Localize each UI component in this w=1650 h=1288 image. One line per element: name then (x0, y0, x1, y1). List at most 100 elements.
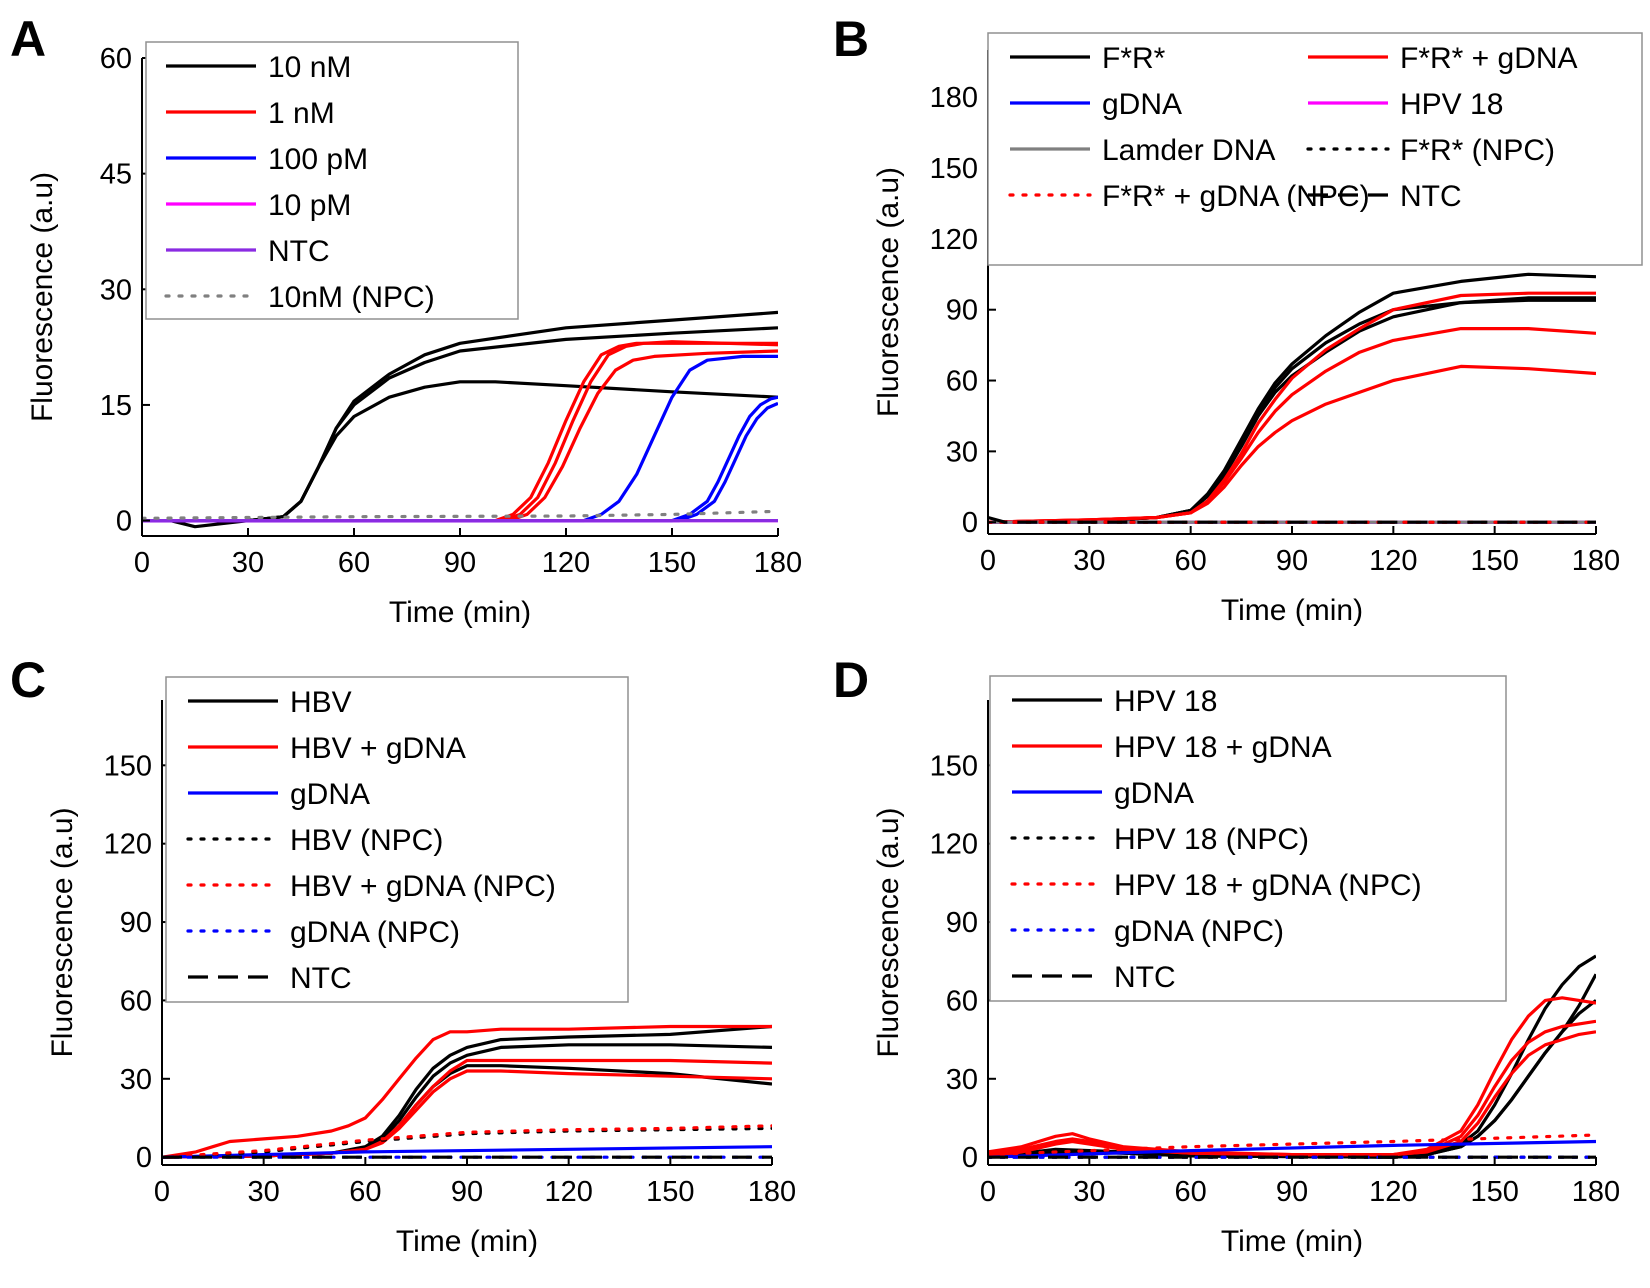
series-line-d-hpv-18-gdna-5 (988, 1030, 1596, 1159)
x-tick-label-c-90: 90 (451, 1176, 483, 1208)
legend-label-b-hpv-18: HPV 18 (1400, 88, 1503, 121)
legend-box-b (987, 32, 1643, 266)
panel-letter-a: A (10, 11, 46, 67)
legend-label-b-gdna: gDNA (1102, 88, 1182, 121)
x-tick-label-b-0: 0 (980, 545, 996, 577)
series-line-a-1-nm-3 (142, 341, 778, 523)
legend-label-c-gdna: gDNA (290, 778, 370, 811)
y-axis-title-d: Fluorescence (a.u) (872, 807, 905, 1057)
y-tick-label-b-90: 90 (946, 295, 978, 327)
legend-label-d-ntc: NTC (1114, 961, 1176, 994)
x-tick-label-a-150: 150 (648, 547, 696, 579)
panel-letter-c: C (10, 652, 46, 708)
series-line-b-f-r-gdna-4 (988, 327, 1596, 524)
legend-label-b-f-r-gdna: F*R* + gDNA (1400, 42, 1578, 75)
x-tick-label-a-180: 180 (754, 547, 802, 579)
series-line-a-10-nm-2 (142, 380, 778, 529)
x-tick-label-a-120: 120 (542, 547, 590, 579)
y-tick-label-d-150: 150 (930, 750, 978, 782)
series-line-b-f-r-0 (988, 272, 1596, 524)
legend-label-c-ntc: NTC (290, 962, 352, 995)
y-tick-label-c-30: 30 (120, 1064, 152, 1096)
series-line-a-100-pm-8 (142, 401, 778, 523)
series-line-a-1-nm-5 (142, 349, 778, 523)
legend-box-a (145, 41, 519, 320)
x-tick-label-a-90: 90 (444, 547, 476, 579)
legend-label-d-hpv-18-gdna: HPV 18 + gDNA (1114, 731, 1332, 764)
legend-label-d-hpv-18-gdna-npc: HPV 18 + gDNA (NPC) (1114, 869, 1422, 902)
y-tick-label-b-30: 30 (946, 436, 978, 468)
y-tick-label-d-30: 30 (946, 1064, 978, 1096)
y-tick-label-a-30: 30 (100, 274, 132, 306)
x-tick-label-a-0: 0 (134, 547, 150, 579)
x-tick-label-c-120: 120 (544, 1176, 592, 1208)
x-tick-label-b-180: 180 (1572, 545, 1620, 577)
x-tick-label-a-60: 60 (338, 547, 370, 579)
legend-c: HBV HBV + gDNA gDNA HBV (NPC) HBV + gDNA (NP… (165, 676, 629, 1003)
x-tick-label-d-150: 150 (1470, 1176, 1518, 1208)
series-line-b-f-r-2 (988, 298, 1596, 524)
legend-d: HPV 18 HPV 18 + gDNA gDNA HPV 18 (NPC) HPV 1… (989, 675, 1507, 1002)
x-tick-label-d-180: 180 (1572, 1176, 1620, 1208)
y-tick-label-a-45: 45 (100, 159, 132, 191)
series-line-c-hbv-npc-7 (162, 1126, 772, 1159)
legend-label-c-hbv-gdna: HBV + gDNA (290, 732, 466, 765)
series-line-c-gdna-6 (162, 1145, 772, 1159)
y-tick-label-c-120: 120 (104, 829, 152, 861)
panel-b-series (988, 272, 1596, 524)
y-tick-label-d-120: 120 (930, 829, 978, 861)
legend-label-d-hpv-18: HPV 18 (1114, 685, 1217, 718)
panel-letter-d: D (833, 652, 869, 708)
legend-label-a-10-pm: 10 pM (268, 189, 351, 222)
legend-label-a-10nm-npc: 10nM (NPC) (268, 281, 435, 314)
y-tick-label-b-180: 180 (930, 82, 978, 114)
panel-a: 0 15 30 45 60 0 30 60 90 120 150 180 Time (min) Fluor… (10, 11, 802, 629)
x-tick-label-a-30: 30 (232, 547, 264, 579)
legend-label-c-hbv-gdna-npc: HBV + gDNA (NPC) (290, 870, 556, 903)
y-tick-label-c-90: 90 (120, 907, 152, 939)
x-tick-label-c-30: 30 (248, 1176, 280, 1208)
legend-label-d-hpv-18-npc: HPV 18 (NPC) (1114, 823, 1309, 856)
series-line-a-100-pm-7 (142, 395, 778, 523)
series-line-a-1-nm-4 (142, 340, 778, 523)
series-line-c-hbv-gdna-3 (162, 1024, 772, 1159)
y-tick-label-d-90: 90 (946, 907, 978, 939)
legend-label-b-ntc: NTC (1400, 180, 1462, 213)
legend-label-d-gdna-npc: gDNA (NPC) (1114, 915, 1284, 948)
y-tick-label-c-150: 150 (104, 750, 152, 782)
x-tick-label-b-90: 90 (1276, 545, 1308, 577)
series-line-b-ntc-11 (988, 515, 1596, 524)
y-tick-label-c-0: 0 (136, 1142, 152, 1174)
x-tick-label-c-150: 150 (646, 1176, 694, 1208)
series-line-c-hbv-2 (162, 1064, 772, 1159)
x-tick-label-c-0: 0 (154, 1176, 170, 1208)
y-tick-label-c-60: 60 (120, 985, 152, 1017)
y-tick-label-a-0: 0 (116, 506, 132, 538)
y-axis-title-c: Fluorescence (a.u) (46, 807, 79, 1057)
y-tick-label-b-0: 0 (962, 507, 978, 539)
legend-label-b-f-r-npc: F*R* (NPC) (1400, 134, 1555, 167)
x-axis-title-c: Time (min) (396, 1225, 538, 1258)
series-line-b-f-r-1 (988, 296, 1596, 524)
x-tick-label-b-120: 120 (1369, 545, 1417, 577)
panel-c: 0 30 60 90 120 150 0 30 60 90 120 150 180 Time (min) F… (10, 652, 796, 1258)
y-tick-label-d-60: 60 (946, 985, 978, 1017)
x-axis-title-d: Time (min) (1221, 1225, 1363, 1258)
panel-a-series (142, 310, 778, 529)
panel-letter-b: B (833, 11, 869, 67)
series-line-a-10-nm-1 (142, 326, 778, 523)
x-tick-label-d-30: 30 (1073, 1176, 1105, 1208)
series-line-a-100-pm-6 (142, 354, 778, 523)
legend-label-a-10-nm: 10 nM (268, 51, 351, 84)
series-line-d-hpv-18-gdna-npc-8 (988, 1133, 1596, 1157)
legend-b: F*R* F*R* + gDNA gDNA HPV 18 Lamder DNA F*R* … (987, 32, 1643, 266)
y-tick-label-b-60: 60 (946, 366, 978, 398)
legend-label-c-hbv-npc: HBV (NPC) (290, 824, 443, 857)
panel-c-series (162, 1024, 772, 1159)
series-line-c-hbv-gdna-5 (162, 1069, 772, 1159)
series-line-b-f-r-gdna-5 (988, 364, 1596, 524)
y-tick-label-a-60: 60 (100, 43, 132, 75)
panel-d: 0 30 60 90 120 150 0 30 60 90 120 150 180 Time (min) F… (833, 652, 1620, 1258)
legend-label-b-f-r: F*R* (1102, 42, 1166, 75)
